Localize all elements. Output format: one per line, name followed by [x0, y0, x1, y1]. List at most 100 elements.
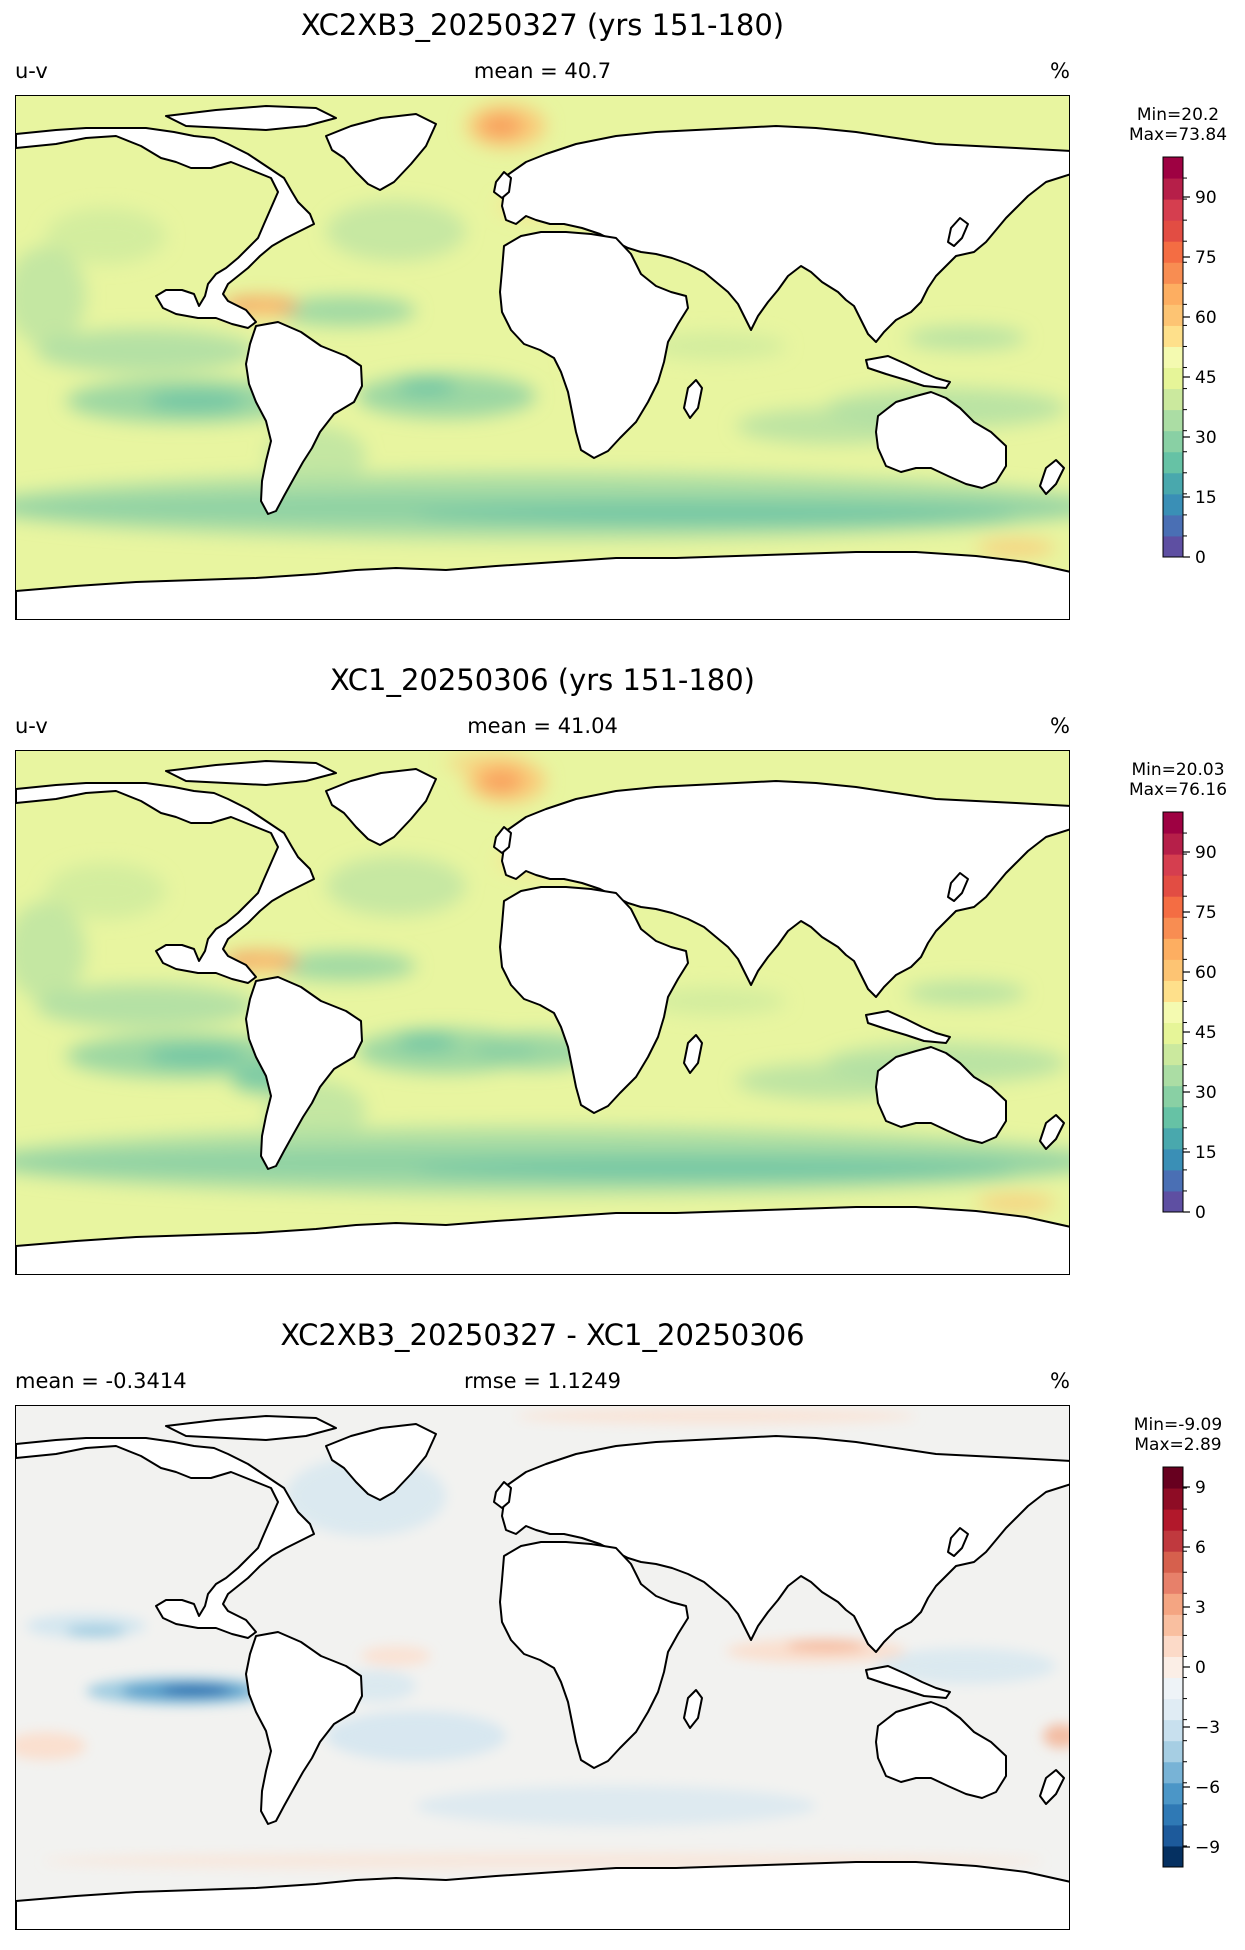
- colorbar-segment: [1163, 1064, 1183, 1087]
- field-anomaly: [906, 981, 1026, 1005]
- colorbar-tick-label: 0: [1195, 548, 1206, 568]
- colorbar-segment: [1163, 472, 1183, 495]
- landmass-africa: [499, 1541, 689, 1769]
- colorbar-segment: [1163, 325, 1183, 347]
- max-label: Max=2.89: [1134, 1435, 1222, 1455]
- panel-center-label: rmse = 1.1249: [463, 1369, 621, 1393]
- max-label: Max=73.84: [1128, 125, 1228, 145]
- colorbar-svg: −9 −6 −3 0 3 6 9: [1162, 1466, 1220, 1868]
- colorbar-segment: [1163, 896, 1183, 918]
- colorbar-tick-label: 90: [1195, 188, 1217, 208]
- field-anomaly: [416, 1161, 1016, 1181]
- colorbar-segment: [1163, 535, 1183, 558]
- landmass-antarctica: [16, 551, 1069, 619]
- landmass-indonesia: [865, 355, 951, 389]
- field-anomaly: [146, 391, 246, 411]
- field-anomaly: [361, 1646, 431, 1666]
- colorbar-segment: [1163, 1190, 1183, 1213]
- colorbar-segment: [1163, 1148, 1183, 1171]
- landmass-new-zealand: [1039, 1769, 1065, 1805]
- colorbar-tick-label: −3: [1195, 1718, 1220, 1738]
- landmass-japan: [947, 217, 969, 247]
- field-anomaly: [246, 960, 286, 972]
- landmass-japan: [947, 1527, 969, 1557]
- field-anomaly: [16, 901, 86, 1001]
- panel-center-label: mean = 41.04: [467, 714, 618, 738]
- landmass-australia: [875, 1046, 1007, 1144]
- colorbar-segment: [1163, 1085, 1183, 1108]
- landmass-greenland: [325, 1423, 437, 1501]
- field-anomaly: [276, 296, 416, 326]
- landmass-indonesia: [865, 1010, 951, 1044]
- field-anomaly: [396, 377, 456, 395]
- colorbar-tick-label: 75: [1195, 903, 1217, 923]
- landmass-greenland: [325, 113, 437, 191]
- field-anomaly: [1043, 1724, 1069, 1748]
- map-panel-2: XC1_20250306 (yrs 151-180) u-v mean = 41…: [0, 655, 1245, 1295]
- min-label: Min=-9.09: [1133, 1415, 1223, 1435]
- landmass-north-america: [16, 782, 315, 984]
- colorbar: 0 15 30 45 60 75 90: [1162, 156, 1217, 568]
- min-label: Min=20.2: [1136, 105, 1220, 125]
- colorbar-segment: [1163, 1509, 1183, 1531]
- colorbar-tick-label: 15: [1195, 1143, 1217, 1163]
- field-anomaly: [479, 769, 523, 793]
- field-anomaly: [479, 114, 523, 138]
- max-label: Max=76.16: [1128, 780, 1228, 800]
- colorbar-segment: [1163, 1467, 1183, 1489]
- landmass-arctic-islands: [165, 105, 337, 131]
- colorbar-segment: [1163, 1022, 1183, 1045]
- colorbar-segment: [1163, 1845, 1183, 1868]
- colorbar-segment: [1163, 1106, 1183, 1129]
- colorbar-segment: [1163, 1656, 1183, 1679]
- colorbar-segment: [1163, 1719, 1183, 1742]
- colorbar-tick-label: 90: [1195, 843, 1217, 863]
- panel-units-label: %: [1050, 59, 1070, 83]
- colorbar-segment: [1163, 1572, 1183, 1594]
- colorbar-frame: [1162, 811, 1184, 1213]
- landmass-australia: [875, 391, 1007, 489]
- landmass-arctic-islands: [165, 760, 337, 786]
- colorbar-segment: [1163, 959, 1183, 981]
- colorbar-segment: [1163, 1127, 1183, 1150]
- map-svg: [16, 96, 1069, 619]
- colorbar-segment: [1163, 409, 1183, 432]
- panel-units-label: %: [1050, 1369, 1070, 1393]
- colorbar-segment: [1163, 178, 1183, 200]
- field-anomaly: [446, 753, 526, 773]
- colorbar-segment: [1163, 262, 1183, 284]
- field-anomaly: [416, 506, 1016, 526]
- colorbar-segment: [1163, 980, 1183, 1002]
- colorbar-segment: [1163, 367, 1183, 390]
- colorbar-segment: [1163, 1635, 1183, 1657]
- panel-left-label: mean = -0.3414: [15, 1369, 187, 1393]
- colorbar-segment: [1163, 1803, 1183, 1826]
- colorbar-tick-label: 9: [1195, 1478, 1206, 1498]
- landmass-south-america: [245, 1631, 363, 1825]
- landmass-south-america: [245, 976, 363, 1170]
- panel-title: XC2XB3_20250327 (yrs 151-180): [300, 8, 785, 42]
- landmass-britain: [493, 1481, 512, 1509]
- colorbar-segment: [1163, 388, 1183, 411]
- colorbar-segment: [1163, 1593, 1183, 1615]
- field-anomaly: [326, 856, 466, 916]
- map-panel-3: XC2XB3_20250327 - XC1_20250306 mean = -0…: [0, 1310, 1245, 1950]
- landmass-antarctica: [16, 1861, 1069, 1929]
- field-anomaly: [646, 332, 786, 360]
- field-anomaly: [16, 246, 86, 346]
- field-anomaly: [276, 951, 416, 981]
- colorbar-segment: [1163, 451, 1183, 474]
- colorbar-tick-label: 0: [1195, 1658, 1206, 1678]
- colorbar-segment: [1163, 1824, 1183, 1847]
- colorbar-segment: [1163, 220, 1183, 242]
- world-map: [15, 1405, 1070, 1930]
- map-panel-1: XC2XB3_20250327 (yrs 151-180) u-v mean =…: [0, 0, 1245, 640]
- landmass-new-zealand: [1039, 459, 1065, 495]
- landmass-australia: [875, 1701, 1007, 1799]
- colorbar-segment: [1163, 157, 1183, 179]
- panel-left-label: u-v: [15, 714, 48, 738]
- colorbar-tick-label: 60: [1195, 963, 1217, 983]
- colorbar-segment: [1163, 875, 1183, 897]
- colorbar-segment: [1163, 346, 1183, 369]
- colorbar-segment: [1163, 514, 1183, 537]
